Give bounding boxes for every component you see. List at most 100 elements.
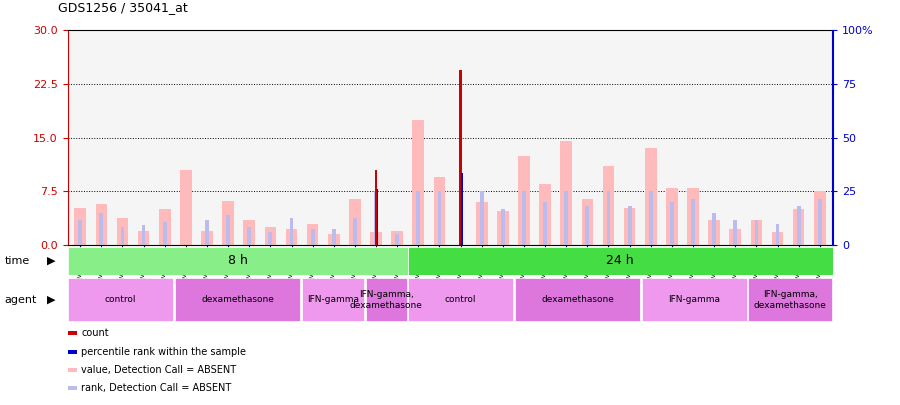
- Text: value, Detection Call = ABSENT: value, Detection Call = ABSENT: [81, 365, 236, 375]
- Bar: [522, 192, 526, 245]
- Bar: [412, 120, 424, 245]
- Bar: [99, 213, 104, 245]
- Bar: [607, 192, 610, 245]
- Bar: [645, 149, 657, 245]
- Text: rank, Detection Call = ABSENT: rank, Detection Call = ABSENT: [81, 383, 231, 393]
- Bar: [624, 208, 635, 245]
- Text: time: time: [4, 256, 30, 266]
- Bar: [459, 173, 463, 245]
- Bar: [459, 70, 462, 245]
- Bar: [793, 209, 805, 245]
- Bar: [417, 192, 420, 245]
- Bar: [712, 213, 716, 245]
- Bar: [751, 220, 762, 245]
- Bar: [561, 141, 572, 245]
- Bar: [310, 229, 314, 245]
- Bar: [374, 192, 378, 245]
- Text: percentile rank within the sample: percentile rank within the sample: [81, 347, 246, 356]
- Text: dexamethasone: dexamethasone: [541, 295, 614, 305]
- Bar: [68, 247, 408, 275]
- Bar: [395, 234, 399, 245]
- Bar: [627, 206, 632, 245]
- Bar: [392, 231, 403, 245]
- Bar: [476, 202, 488, 245]
- Bar: [248, 227, 251, 245]
- Bar: [749, 279, 832, 321]
- Bar: [353, 218, 356, 245]
- Text: 8 h: 8 h: [228, 254, 248, 267]
- Bar: [243, 220, 255, 245]
- Bar: [708, 220, 720, 245]
- Text: agent: agent: [4, 295, 37, 305]
- Text: count: count: [81, 328, 109, 338]
- Bar: [285, 229, 297, 245]
- Bar: [138, 231, 149, 245]
- Bar: [730, 229, 741, 245]
- Bar: [68, 279, 173, 321]
- Bar: [180, 170, 192, 245]
- Bar: [377, 189, 378, 245]
- Bar: [409, 279, 513, 321]
- Bar: [226, 215, 230, 245]
- Text: IFN-gamma,
dexamethasone: IFN-gamma, dexamethasone: [753, 290, 826, 309]
- Bar: [290, 218, 293, 245]
- Text: dexamethasone: dexamethasone: [201, 295, 274, 305]
- Bar: [586, 206, 590, 245]
- Bar: [163, 222, 166, 245]
- Bar: [776, 224, 779, 245]
- Bar: [307, 224, 319, 245]
- Bar: [222, 200, 234, 245]
- Bar: [374, 170, 377, 245]
- Text: GDS1256 / 35041_at: GDS1256 / 35041_at: [58, 1, 188, 14]
- Bar: [75, 208, 86, 245]
- Bar: [581, 198, 593, 245]
- Bar: [461, 173, 463, 245]
- Bar: [564, 192, 568, 245]
- Bar: [515, 279, 641, 321]
- Bar: [688, 188, 698, 245]
- Text: IFN-gamma,
dexamethasone: IFN-gamma, dexamethasone: [350, 290, 423, 309]
- Bar: [649, 192, 652, 245]
- Bar: [771, 232, 783, 245]
- Bar: [642, 279, 747, 321]
- Text: ▶: ▶: [47, 256, 55, 266]
- Text: control: control: [445, 295, 476, 305]
- Bar: [497, 211, 508, 245]
- Text: control: control: [105, 295, 137, 305]
- Bar: [175, 279, 301, 321]
- Bar: [501, 209, 505, 245]
- Bar: [539, 184, 551, 245]
- Bar: [268, 232, 273, 245]
- Bar: [480, 192, 483, 245]
- Bar: [666, 188, 678, 245]
- Bar: [159, 209, 170, 245]
- Bar: [670, 202, 674, 245]
- Bar: [434, 177, 446, 245]
- Bar: [796, 206, 801, 245]
- Bar: [265, 227, 276, 245]
- Bar: [754, 220, 759, 245]
- Bar: [205, 220, 209, 245]
- Bar: [141, 225, 146, 245]
- Text: ▶: ▶: [47, 295, 55, 305]
- Bar: [691, 198, 695, 245]
- Bar: [78, 220, 82, 245]
- Bar: [302, 279, 365, 321]
- Text: IFN-gamma: IFN-gamma: [307, 295, 359, 305]
- Bar: [437, 192, 441, 245]
- Bar: [349, 198, 361, 245]
- Bar: [818, 198, 822, 245]
- Bar: [518, 156, 530, 245]
- Bar: [328, 234, 339, 245]
- Bar: [734, 220, 737, 245]
- Bar: [603, 166, 615, 245]
- Bar: [365, 279, 407, 321]
- Bar: [202, 231, 212, 245]
- Bar: [332, 229, 336, 245]
- Text: 24 h: 24 h: [607, 254, 634, 267]
- Bar: [121, 227, 124, 245]
- Bar: [370, 232, 382, 245]
- Text: IFN-gamma: IFN-gamma: [669, 295, 720, 305]
- Bar: [814, 192, 825, 245]
- Bar: [408, 247, 832, 275]
